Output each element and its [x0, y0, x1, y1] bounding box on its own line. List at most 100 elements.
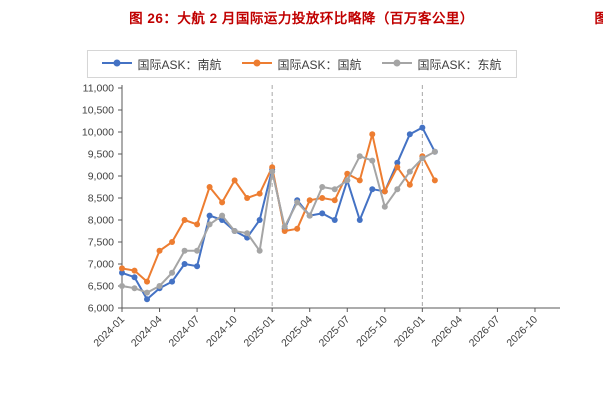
legend-item: 国际ASK：南航 — [101, 55, 221, 73]
data-point-marker — [431, 177, 438, 184]
x-tick-label: 2026-04 — [429, 314, 465, 350]
data-point-marker — [131, 285, 138, 292]
data-point-marker — [344, 170, 351, 177]
data-point-marker — [194, 221, 201, 228]
x-tick-label: 2026-01 — [392, 314, 428, 350]
x-tick-label: 2024-07 — [166, 314, 202, 350]
x-tick-label: 2025-01 — [242, 314, 278, 350]
data-point-marker — [144, 289, 151, 296]
y-tick-label: 9,500 — [88, 149, 114, 161]
data-point-marker — [356, 217, 363, 223]
series-line — [121, 126, 436, 301]
data-point-marker — [331, 197, 338, 204]
data-point-marker — [156, 283, 163, 289]
data-point-marker — [294, 199, 301, 206]
data-point-marker — [419, 124, 426, 131]
y-tick-label: 10,000 — [82, 127, 114, 139]
y-tick-label: 8,500 — [88, 193, 114, 205]
legend-marker-icon — [101, 55, 132, 73]
data-point-marker — [144, 296, 151, 303]
x-tick-label: 2026-10 — [504, 314, 540, 350]
x-tick-label: 2026-07 — [467, 314, 503, 350]
x-tick-label: 2025-07 — [317, 314, 353, 350]
legend-item: 国际ASK：国航 — [241, 55, 362, 73]
x-tick-label: 2025-04 — [279, 314, 315, 350]
data-point-marker — [319, 184, 326, 190]
data-point-marker — [181, 247, 188, 254]
chart-title: 图 26：大航 2 月国际运力投放环比略降（百万客公里） — [129, 11, 474, 26]
legend-item: 国际ASK：东航 — [381, 55, 502, 73]
data-point-marker — [394, 159, 401, 166]
data-point-marker — [269, 164, 276, 171]
x-tick-label: 2024-10 — [204, 314, 240, 350]
legend: 国际ASK：南航 国际ASK：国航 国际ASK：东航 — [86, 50, 517, 78]
series-line — [121, 150, 436, 294]
data-point-marker — [369, 157, 376, 164]
x-tick-label: 2024-04 — [129, 314, 165, 350]
data-point-marker — [281, 228, 288, 234]
data-point-marker — [356, 177, 363, 184]
data-point-marker — [344, 177, 351, 184]
data-point-marker — [381, 203, 388, 210]
data-point-marker — [369, 131, 376, 138]
y-tick-label: 11,000 — [83, 83, 114, 95]
y-tick-label: 10,500 — [82, 105, 114, 117]
x-tick-label: 2025-10 — [354, 314, 390, 350]
legend-marker-icon — [241, 55, 272, 73]
legend-marker-icon — [381, 55, 412, 73]
data-point-marker — [169, 269, 176, 276]
data-point-marker — [394, 164, 401, 171]
data-point-marker — [206, 221, 213, 228]
series-line — [121, 133, 436, 283]
data-point-marker — [244, 195, 251, 201]
plot-svg: 6,000 6,500 7,000 7,500 8,000 8,500 9,000 9,500… — [82, 83, 560, 350]
data-point-marker — [331, 186, 338, 193]
data-point-marker — [131, 274, 138, 281]
data-point-marker — [169, 278, 176, 285]
data-point-marker — [406, 131, 413, 138]
data-point-marker — [119, 283, 125, 289]
data-point-marker — [406, 168, 413, 175]
data-point-marker — [319, 210, 326, 217]
data-point-marker — [231, 177, 238, 184]
x-tick-label: 2024-01 — [91, 314, 127, 350]
data-point-marker — [369, 186, 376, 193]
data-point-marker — [431, 148, 438, 155]
legend-label: 国际ASK：南航 — [137, 57, 222, 72]
data-point-marker — [156, 247, 163, 254]
data-point-marker — [194, 263, 201, 270]
data-point-marker — [331, 217, 338, 223]
data-point-marker — [131, 267, 138, 274]
data-point-marker — [256, 190, 263, 197]
data-point-marker — [244, 230, 251, 237]
data-point-marker — [256, 217, 263, 223]
data-point-marker — [319, 195, 326, 201]
y-tick-label: 8,000 — [88, 215, 114, 227]
data-point-marker — [206, 212, 213, 219]
data-point-marker — [144, 278, 151, 285]
y-tick-label: 7,000 — [88, 259, 114, 271]
data-point-marker — [406, 181, 413, 188]
y-tick-label: 6,000 — [88, 303, 114, 315]
data-point-marker — [181, 217, 188, 223]
y-tick-label: 6,500 — [88, 281, 114, 293]
data-point-marker — [256, 247, 263, 254]
data-point-marker — [269, 168, 276, 175]
data-point-marker — [219, 212, 226, 219]
data-point-marker — [381, 188, 388, 195]
y-tick-label: 9,000 — [88, 171, 114, 183]
data-point-marker — [181, 261, 188, 267]
data-point-marker — [206, 184, 213, 190]
y-tick-label: 7,500 — [88, 237, 114, 249]
legend-label: 国际ASK：东航 — [417, 57, 502, 72]
data-point-marker — [306, 212, 313, 219]
data-point-marker — [231, 228, 238, 234]
data-point-marker — [294, 225, 301, 232]
data-point-marker — [194, 247, 201, 254]
data-point-marker — [119, 265, 125, 272]
data-point-marker — [306, 197, 313, 204]
data-point-marker — [394, 186, 401, 193]
plot-area: 6,000 6,500 7,000 7,500 8,000 8,500 9,000 9,500… — [0, 80, 603, 400]
data-point-marker — [356, 153, 363, 160]
data-point-marker — [281, 223, 288, 230]
